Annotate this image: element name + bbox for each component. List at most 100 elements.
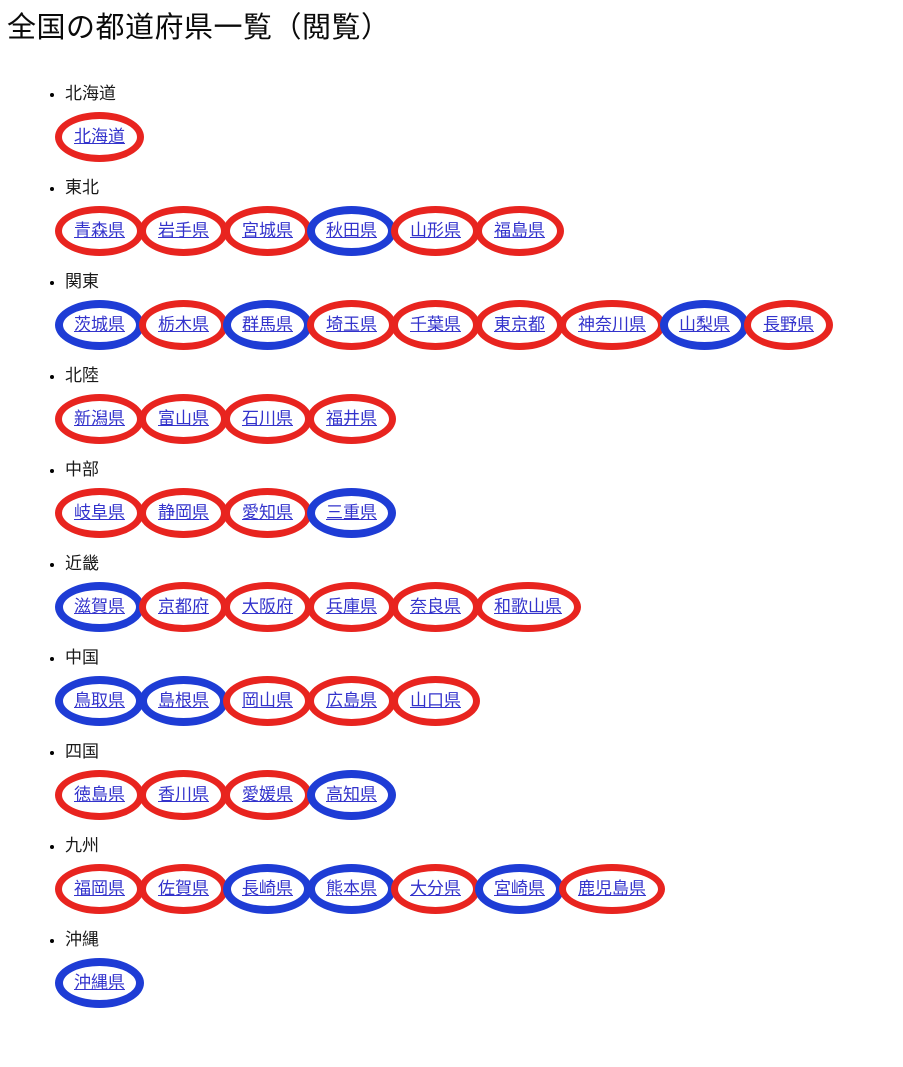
- prefecture-link[interactable]: 鹿児島県: [578, 879, 646, 899]
- prefecture-link[interactable]: 佐賀県: [158, 879, 209, 899]
- red-circle-annotation: 香川県: [139, 770, 228, 821]
- prefecture-link[interactable]: 福井県: [326, 409, 377, 429]
- region-name: 四国: [65, 742, 99, 762]
- prefecture-link[interactable]: 埼玉県: [326, 315, 377, 335]
- prefecture-link[interactable]: 愛知県: [242, 503, 293, 523]
- blue-circle-annotation: 山梨県: [660, 300, 749, 351]
- prefecture-link[interactable]: 高知県: [326, 785, 377, 805]
- prefecture-row: 滋賀県 京都府 大阪府 兵庫県 奈良県 和歌山県: [55, 582, 903, 634]
- red-circle-annotation: 奈良県: [391, 582, 480, 633]
- prefecture-link[interactable]: 大分県: [410, 879, 461, 899]
- prefecture-link[interactable]: 山口県: [410, 691, 461, 711]
- prefecture-link[interactable]: 群馬県: [242, 315, 293, 335]
- red-circle-annotation: 千葉県: [391, 300, 480, 351]
- red-circle-annotation: 京都府: [139, 582, 228, 633]
- prefecture-link[interactable]: 山梨県: [679, 315, 730, 335]
- prefecture-row: 新潟県 富山県 石川県 福井県: [55, 394, 903, 446]
- prefecture-link[interactable]: 青森県: [74, 221, 125, 241]
- region-name: 北海道: [65, 84, 116, 104]
- prefecture-link[interactable]: 東京都: [494, 315, 545, 335]
- prefecture-link[interactable]: 岡山県: [242, 691, 293, 711]
- red-circle-annotation: 富山県: [139, 394, 228, 445]
- red-circle-annotation: 静岡県: [139, 488, 228, 539]
- prefecture-link[interactable]: 宮城県: [242, 221, 293, 241]
- prefecture-link[interactable]: 長野県: [763, 315, 814, 335]
- red-circle-annotation: 広島県: [307, 676, 396, 727]
- red-circle-annotation: 山形県: [391, 206, 480, 257]
- prefecture-link[interactable]: 山形県: [410, 221, 461, 241]
- blue-circle-annotation: 滋賀県: [55, 582, 144, 633]
- prefecture-link[interactable]: 茨城県: [74, 315, 125, 335]
- red-circle-annotation: 兵庫県: [307, 582, 396, 633]
- regions-list: 北海道北海道東北青森県岩手県宮城県秋田県山形県福島県関東茨城県栃木県群馬県埼玉県…: [0, 83, 903, 1010]
- prefecture-row: 茨城県 栃木県 群馬県 埼玉県 千葉県 東京都 神奈川県 山梨県 長野県: [55, 300, 903, 352]
- region-name: 北陸: [65, 366, 99, 386]
- blue-circle-annotation: 宮崎県: [475, 864, 564, 915]
- region-name: 中部: [65, 460, 99, 480]
- red-circle-annotation: 青森県: [55, 206, 144, 257]
- blue-circle-annotation: 茨城県: [55, 300, 144, 351]
- prefecture-link[interactable]: 石川県: [242, 409, 293, 429]
- prefecture-link[interactable]: 宮崎県: [494, 879, 545, 899]
- prefecture-row: 岐阜県 静岡県 愛知県 三重県: [55, 488, 903, 540]
- blue-circle-annotation: 三重県: [307, 488, 396, 539]
- prefecture-link[interactable]: 大阪府: [242, 597, 293, 617]
- prefecture-link[interactable]: 京都府: [158, 597, 209, 617]
- region-name: 沖縄: [65, 930, 99, 950]
- prefecture-row: 北海道: [55, 112, 903, 164]
- prefecture-link[interactable]: 和歌山県: [494, 597, 562, 617]
- region-name: 東北: [65, 178, 99, 198]
- blue-circle-annotation: 島根県: [139, 676, 228, 727]
- red-circle-annotation: 大阪府: [223, 582, 312, 633]
- prefecture-row: 青森県 岩手県 宮城県 秋田県 山形県 福島県: [55, 206, 903, 258]
- prefecture-link[interactable]: 兵庫県: [326, 597, 377, 617]
- red-circle-annotation: 新潟県: [55, 394, 144, 445]
- prefecture-link[interactable]: 広島県: [326, 691, 377, 711]
- prefecture-link[interactable]: 静岡県: [158, 503, 209, 523]
- prefecture-link[interactable]: 岐阜県: [74, 503, 125, 523]
- prefecture-link[interactable]: 徳島県: [74, 785, 125, 805]
- prefecture-link[interactable]: 福島県: [494, 221, 545, 241]
- prefecture-link[interactable]: 富山県: [158, 409, 209, 429]
- prefecture-link[interactable]: 島根県: [158, 691, 209, 711]
- prefecture-link[interactable]: 栃木県: [158, 315, 209, 335]
- page-title: 全国の都道府県一覧（閲覧）: [7, 12, 391, 44]
- prefecture-link[interactable]: 香川県: [158, 785, 209, 805]
- region-name: 九州: [65, 836, 99, 856]
- red-circle-annotation: 山口県: [391, 676, 480, 727]
- prefecture-link[interactable]: 北海道: [74, 127, 125, 147]
- prefecture-link[interactable]: 滋賀県: [74, 597, 125, 617]
- prefecture-link[interactable]: 福岡県: [74, 879, 125, 899]
- prefecture-link[interactable]: 神奈川県: [578, 315, 646, 335]
- region-name: 中国: [65, 648, 99, 668]
- red-circle-annotation: 福岡県: [55, 864, 144, 915]
- prefecture-link[interactable]: 鳥取県: [74, 691, 125, 711]
- blue-circle-annotation: 長崎県: [223, 864, 312, 915]
- prefecture-link[interactable]: 沖縄県: [74, 973, 125, 993]
- red-circle-annotation: 東京都: [475, 300, 564, 351]
- prefecture-link[interactable]: 長崎県: [242, 879, 293, 899]
- red-circle-annotation: 長野県: [744, 300, 833, 351]
- red-circle-annotation: 鹿児島県: [559, 864, 665, 915]
- blue-circle-annotation: 熊本県: [307, 864, 396, 915]
- prefecture-link[interactable]: 千葉県: [410, 315, 461, 335]
- prefecture-link[interactable]: 秋田県: [326, 221, 377, 241]
- blue-circle-annotation: 鳥取県: [55, 676, 144, 727]
- prefecture-link[interactable]: 新潟県: [74, 409, 125, 429]
- red-circle-annotation: 愛知県: [223, 488, 312, 539]
- prefecture-link[interactable]: 三重県: [326, 503, 377, 523]
- prefecture-link[interactable]: 奈良県: [410, 597, 461, 617]
- prefecture-link[interactable]: 岩手県: [158, 221, 209, 241]
- prefecture-link[interactable]: 熊本県: [326, 879, 377, 899]
- blue-circle-annotation: 群馬県: [223, 300, 312, 351]
- red-circle-annotation: 和歌山県: [475, 582, 581, 633]
- prefecture-link[interactable]: 愛媛県: [242, 785, 293, 805]
- red-circle-annotation: 岡山県: [223, 676, 312, 727]
